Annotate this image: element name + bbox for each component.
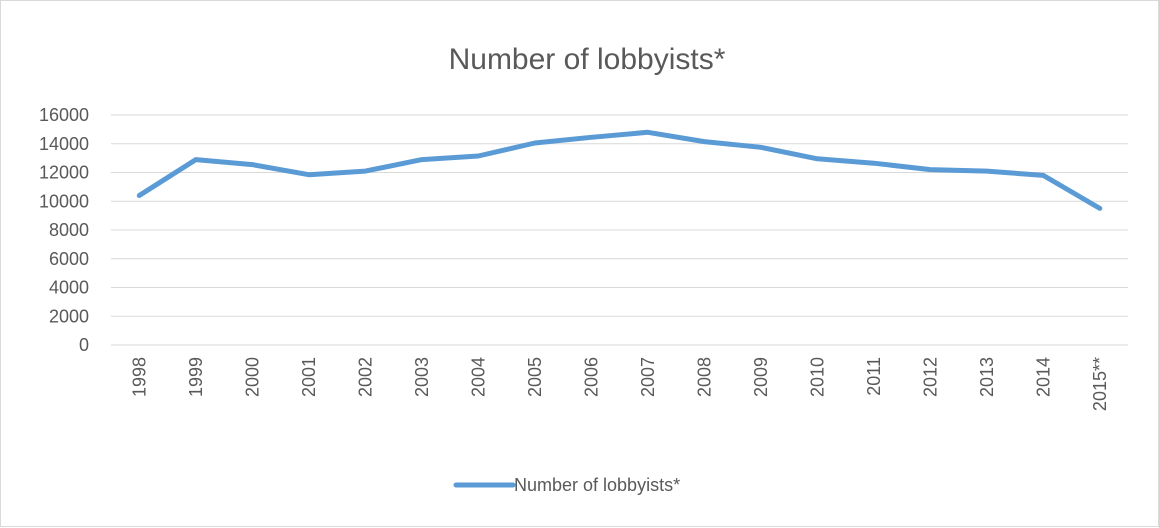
x-tick-label: 2004 (468, 357, 488, 397)
x-tick-label: 2009 (751, 357, 771, 397)
legend: Number of lobbyists* (453, 475, 680, 495)
x-tick-label: 2005 (525, 357, 545, 397)
x-tick-label: 2006 (581, 357, 601, 397)
y-tick-label: 0 (79, 335, 89, 355)
y-tick-label: 16000 (39, 105, 89, 125)
x-tick-label: 2002 (355, 357, 375, 397)
series-line (136, 129, 1103, 211)
y-tick-label: 4000 (49, 278, 89, 298)
y-tick-label: 8000 (49, 220, 89, 240)
x-tick-label: 1998 (129, 357, 149, 397)
x-axis: 1998 1999 2000 2001 2002 2003 2004 2005 2006 2007… (129, 357, 1110, 411)
gridlines (111, 114, 1128, 346)
y-tick-label: 10000 (39, 191, 89, 211)
x-tick-label: 1999 (186, 357, 206, 397)
chart-title: Number of lobbyists* (449, 43, 726, 76)
x-tick-label: 2013 (977, 357, 997, 397)
x-tick-label: 2007 (638, 357, 658, 397)
x-tick-label: 2000 (242, 357, 262, 397)
x-tick-label: 2008 (694, 357, 714, 397)
x-tick-label: 2001 (299, 357, 319, 397)
x-tick-label: 2010 (807, 357, 827, 397)
x-tick-label: 2014 (1033, 357, 1053, 397)
y-axis: 0 2000 4000 6000 8000 10000 12000 14000 16000 (39, 105, 89, 355)
y-tick-label: 6000 (49, 249, 89, 269)
x-tick-label: 2012 (920, 357, 940, 397)
y-tick-label: 2000 (49, 306, 89, 326)
x-tick-label: 2011 (864, 357, 884, 396)
y-tick-label: 12000 (39, 163, 89, 183)
x-tick-label: 2015** (1090, 357, 1110, 411)
x-tick-label: 2003 (412, 357, 432, 397)
legend-label: Number of lobbyists* (514, 475, 680, 495)
y-tick-label: 14000 (39, 134, 89, 154)
